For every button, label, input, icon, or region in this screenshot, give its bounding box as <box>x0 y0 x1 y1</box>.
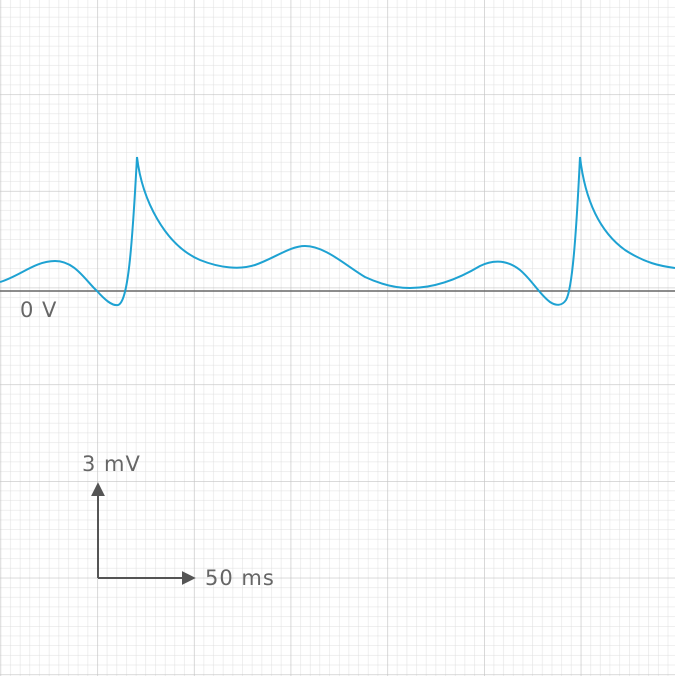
scale-horizontal-label: 50 ms <box>205 566 275 590</box>
ecg-trace <box>0 156 675 307</box>
scale-vertical-label: 3 mV <box>82 452 141 476</box>
baseline-label: 0 V <box>20 298 57 322</box>
